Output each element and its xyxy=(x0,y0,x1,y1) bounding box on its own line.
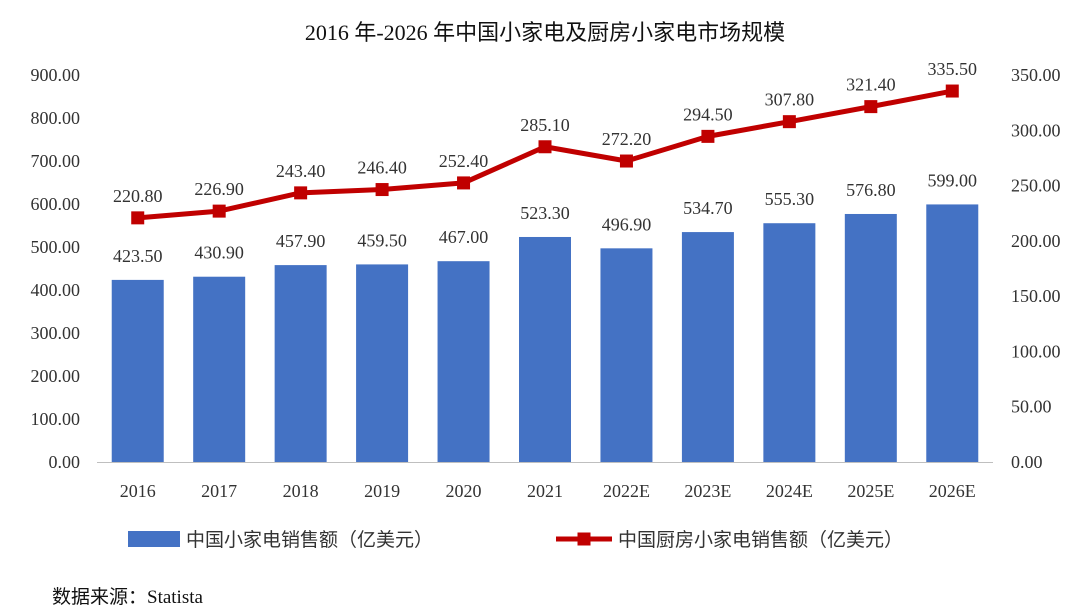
bar xyxy=(193,276,246,462)
bar xyxy=(519,236,571,462)
left-tick-label: 900.00 xyxy=(31,65,81,85)
bar xyxy=(844,213,897,462)
line-point xyxy=(538,140,552,154)
x-tick-label: 2025E xyxy=(847,481,894,501)
legend-line-label: 中国厨房小家电销售额（亿美元） xyxy=(618,529,903,551)
x-tick-label: 2019 xyxy=(364,481,400,501)
left-tick-label: 700.00 xyxy=(31,151,81,171)
left-tick-label: 600.00 xyxy=(31,194,81,214)
bar-data-label: 534.70 xyxy=(683,198,733,218)
legend: 中国小家电销售额（亿美元） 中国厨房小家电销售额（亿美元） xyxy=(128,529,903,551)
line-data-label: 307.80 xyxy=(765,90,815,110)
bar-data-label: 423.50 xyxy=(113,246,163,266)
line-data-label: 321.40 xyxy=(846,75,896,95)
bar xyxy=(681,232,734,462)
line-data-label: 285.10 xyxy=(520,115,570,135)
right-tick-label: 150.00 xyxy=(1011,286,1061,306)
bar-data-label: 599.00 xyxy=(928,170,978,190)
line-point xyxy=(619,154,633,168)
bar-data-label: 430.90 xyxy=(194,243,244,263)
line-data-label: 246.40 xyxy=(357,158,407,178)
left-tick-label: 500.00 xyxy=(31,237,81,257)
left-tick-label: 100.00 xyxy=(31,409,81,429)
bar-labels: 423.50 430.90 457.90 459.50 467.00 523.30 496.… xyxy=(113,170,977,265)
right-tick-label: 350.00 xyxy=(1011,65,1061,85)
x-tick-label: 2024E xyxy=(766,481,813,501)
line-point xyxy=(212,204,226,218)
line-data-label: 335.50 xyxy=(928,59,978,79)
right-tick-label: 300.00 xyxy=(1011,120,1061,140)
right-tick-label: 250.00 xyxy=(1011,176,1061,196)
line-data-label: 243.40 xyxy=(276,161,326,181)
x-tick-label: 2017 xyxy=(201,481,237,501)
x-axis: 2016 2017 2018 2019 2020 2021 2022E 2023E 2024E 2… xyxy=(120,481,976,501)
line-series xyxy=(131,84,959,225)
source-note: 数据来源：Statista xyxy=(52,587,203,608)
bar-data-label: 457.90 xyxy=(276,231,326,251)
bar xyxy=(111,279,164,462)
left-tick-label: 200.00 xyxy=(31,366,81,386)
line-point xyxy=(375,183,389,197)
left-tick-label: 0.00 xyxy=(49,452,81,472)
x-tick-label: 2023E xyxy=(684,481,731,501)
bar-data-label: 555.30 xyxy=(765,189,815,209)
line-data-label: 294.50 xyxy=(683,104,733,124)
bar xyxy=(926,204,979,462)
line-point xyxy=(131,211,145,225)
line-data-label: 220.80 xyxy=(113,186,163,206)
bar-data-label: 576.80 xyxy=(846,180,896,200)
x-tick-label: 2016 xyxy=(120,481,156,501)
bar xyxy=(763,223,816,462)
line-data-label: 252.40 xyxy=(439,151,489,171)
legend-bar-label: 中国小家电销售额（亿美元） xyxy=(186,529,433,551)
bar-data-label: 467.00 xyxy=(439,227,489,247)
bar xyxy=(600,248,653,462)
x-tick-label: 2022E xyxy=(603,481,650,501)
x-tick-label: 2021 xyxy=(527,481,563,501)
line-point xyxy=(457,176,471,190)
left-tick-label: 800.00 xyxy=(31,108,81,128)
x-tick-label: 2020 xyxy=(446,481,482,501)
line-point xyxy=(782,115,796,129)
right-tick-label: 100.00 xyxy=(1011,341,1061,361)
right-tick-label: 0.00 xyxy=(1011,452,1043,472)
line-labels: 220.80 226.90 243.40 246.40 252.40 285.10 272.… xyxy=(113,59,977,206)
right-tick-label: 200.00 xyxy=(1011,231,1061,251)
right-axis: 0.00 50.00 100.00 150.00 200.00 250.00 300.00 3… xyxy=(1011,65,1061,472)
bar xyxy=(274,265,327,462)
right-tick-label: 50.00 xyxy=(1011,397,1052,417)
bar-data-label: 523.30 xyxy=(520,203,570,223)
legend-bar-swatch xyxy=(128,531,180,547)
left-tick-label: 400.00 xyxy=(31,280,81,300)
left-tick-label: 300.00 xyxy=(31,323,81,343)
bar xyxy=(356,264,409,462)
left-axis: 0.00 100.00 200.00 300.00 400.00 500.00 600.00… xyxy=(31,65,81,472)
bar-series xyxy=(111,204,979,462)
line-point xyxy=(294,186,308,200)
x-tick-label: 2018 xyxy=(283,481,319,501)
legend-line-marker xyxy=(577,532,591,546)
x-tick-label: 2026E xyxy=(929,481,976,501)
line-point xyxy=(864,100,878,114)
line-point xyxy=(701,129,715,143)
bar xyxy=(437,261,490,462)
bar-data-label: 459.50 xyxy=(357,230,407,250)
line-path xyxy=(137,88,953,221)
bar-data-label: 496.90 xyxy=(602,214,652,234)
line-point xyxy=(945,84,959,98)
chart-title: 2016 年-2026 年中国小家电及厨房小家电市场规模 xyxy=(305,20,785,45)
line-data-label: 226.90 xyxy=(194,179,244,199)
line-data-label: 272.20 xyxy=(602,129,652,149)
